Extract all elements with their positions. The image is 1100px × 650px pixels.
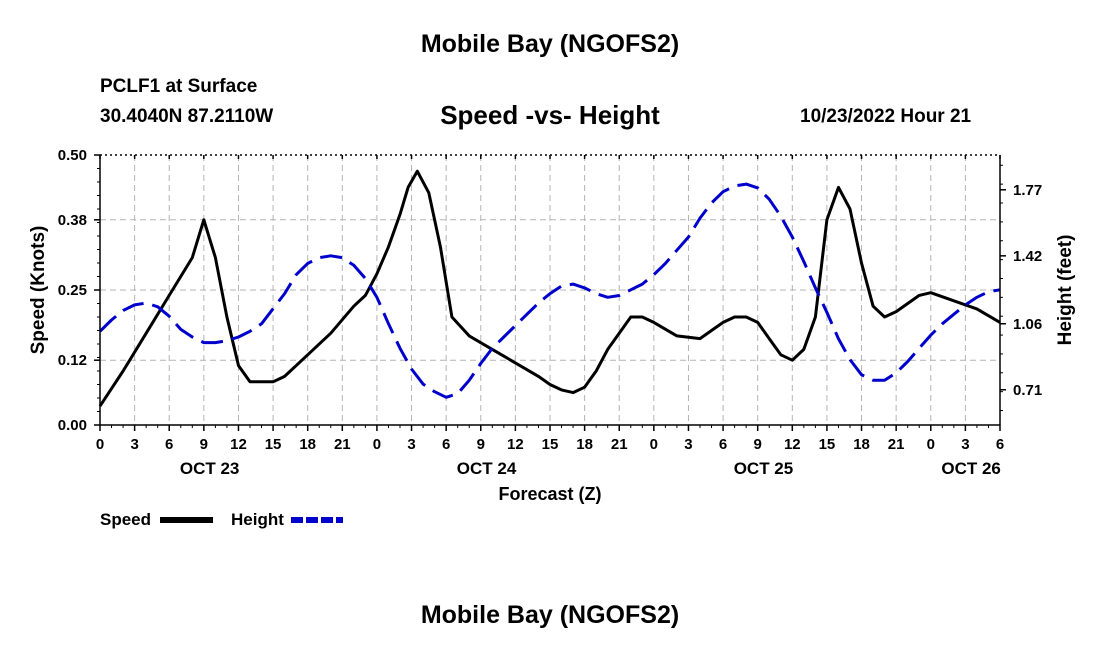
legend-label-height: Height <box>231 510 284 529</box>
date-label: OCT 25 <box>734 459 794 478</box>
x-tick-label: 15 <box>819 436 836 453</box>
x-tick-label: 0 <box>927 436 935 453</box>
x-tick-label: 3 <box>961 436 969 453</box>
x-tick-label: 6 <box>719 436 727 453</box>
x-tick-label: 15 <box>542 436 559 453</box>
legend: Speed Height <box>100 510 343 529</box>
x-tick-label: 0 <box>96 436 104 453</box>
x-tick-label: 18 <box>299 436 316 453</box>
x-tick-label: 12 <box>507 436 524 453</box>
x-tick-label: 18 <box>576 436 593 453</box>
x-tick-label: 9 <box>754 436 762 453</box>
x-tick-label: 21 <box>888 436 905 453</box>
y-left-tick-label: 0.12 <box>58 352 87 369</box>
y-left-tick-label: 0.25 <box>58 282 87 299</box>
legend-label-speed: Speed <box>100 510 151 529</box>
x-tick-label: 12 <box>230 436 247 453</box>
x-tick-label: 9 <box>477 436 485 453</box>
x-tick-label: 0 <box>650 436 658 453</box>
y-right-tick-label: 0.71 <box>1013 382 1042 399</box>
x-axis-title: Forecast (Z) <box>498 484 601 504</box>
x-tick-label: 15 <box>265 436 282 453</box>
y-left-tick-label: 0.00 <box>58 417 87 434</box>
date-label: OCT 23 <box>180 459 240 478</box>
x-tick-label: 9 <box>200 436 208 453</box>
x-tick-label: 12 <box>784 436 801 453</box>
x-tick-label: 3 <box>684 436 692 453</box>
x-tick-label: 6 <box>165 436 173 453</box>
y-left-tick-label: 0.50 <box>58 147 87 164</box>
x-tick-label: 0 <box>373 436 381 453</box>
x-tick-label: 3 <box>407 436 415 453</box>
x-tick-label: 18 <box>853 436 870 453</box>
y-right-axis-title: Height (feet) <box>1055 235 1076 346</box>
date-label: OCT 24 <box>457 459 517 478</box>
x-tick-label: 21 <box>334 436 351 453</box>
axis-labels: 0 3 6 9 12 15 18 21 0 3 6 9 12 15 18 21 0 3 6 9 12 15 18 21 0 3 6O… <box>28 147 1076 504</box>
y-left-axis-title: Speed (Knots) <box>28 226 49 355</box>
y-left-tick-label: 0.38 <box>58 212 87 229</box>
speed-height-chart: 0 3 6 9 12 15 18 21 0 3 6 9 12 15 18 21 0 3 6 9 12 15 18 21 0 3 6O… <box>0 0 1100 650</box>
y-right-tick-label: 1.42 <box>1013 248 1042 265</box>
x-tick-label: 21 <box>611 436 628 453</box>
x-tick-label: 3 <box>130 436 138 453</box>
x-tick-label: 6 <box>996 436 1004 453</box>
date-label: OCT 26 <box>941 459 1001 478</box>
x-tick-label: 6 <box>442 436 450 453</box>
y-right-tick-label: 1.77 <box>1013 182 1042 199</box>
y-right-tick-label: 1.06 <box>1013 316 1042 333</box>
